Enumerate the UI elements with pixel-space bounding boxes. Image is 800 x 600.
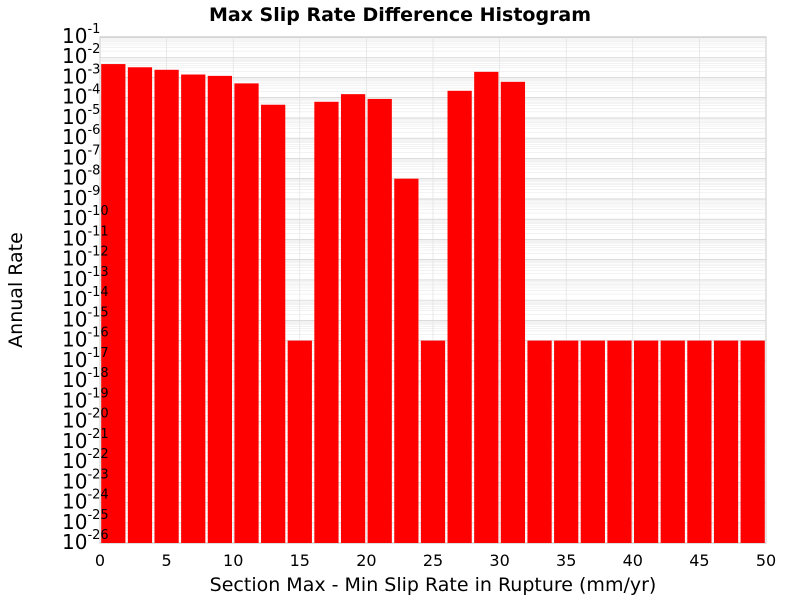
histogram-bar	[154, 69, 179, 544]
y-tick-label: 10-2	[62, 42, 100, 68]
chart-title: Max Slip Rate Difference Histogram	[209, 4, 591, 26]
y-tick-label: 10-23	[62, 467, 109, 493]
y-tick-label: 10-3	[62, 62, 100, 88]
histogram-bar	[181, 74, 206, 543]
histogram-bar	[340, 94, 366, 543]
histogram-bar	[314, 101, 339, 544]
y-tick-label: 10-6	[62, 123, 100, 149]
y-tick-label: 10-19	[62, 386, 109, 412]
histogram-bar	[687, 340, 712, 543]
bars-group	[101, 64, 765, 544]
y-tick-label: 10-21	[62, 427, 109, 453]
x-tick-label: 50	[756, 551, 776, 570]
histogram-bar	[287, 340, 312, 543]
x-tick-label: 35	[556, 551, 576, 570]
histogram-bar	[580, 340, 605, 543]
y-tick-label: 10-10	[62, 204, 109, 230]
x-tick-label: 30	[489, 551, 509, 570]
y-tick-label: 10-1	[62, 22, 100, 48]
y-tick-label: 10-17	[62, 346, 109, 372]
y-tick-label: 10-8	[62, 164, 100, 190]
histogram-bar	[527, 340, 552, 543]
histogram-bar	[420, 340, 446, 543]
y-tick-label: 10-25	[62, 508, 109, 534]
y-tick-label: 10-26	[62, 528, 109, 554]
histogram-bar	[660, 340, 685, 543]
x-tick-label: 45	[689, 551, 709, 570]
histogram-bar	[554, 340, 579, 543]
histogram-bar	[207, 75, 232, 543]
histogram-bar	[394, 178, 419, 543]
histogram-bar	[367, 98, 392, 544]
x-tick-label: 20	[356, 551, 376, 570]
x-tick-label: 0	[95, 551, 105, 570]
histogram-bar	[127, 67, 153, 543]
histogram-bar	[500, 81, 526, 543]
y-tick-label: 10-14	[62, 285, 109, 311]
x-axis-label: Section Max - Min Slip Rate in Rupture (…	[210, 574, 657, 596]
y-tick-label: 10-15	[62, 305, 109, 331]
histogram-bar	[740, 340, 765, 543]
histogram-bar	[234, 83, 259, 544]
x-tick-label: 40	[623, 551, 643, 570]
x-tick-label: 5	[162, 551, 172, 570]
y-tick-label: 10-18	[62, 366, 109, 392]
histogram-bar	[447, 90, 472, 543]
y-tick-label: 10-5	[62, 103, 100, 129]
y-tick-label: 10-12	[62, 245, 109, 271]
y-axis-label: Annual Rate	[5, 232, 27, 348]
x-tick-labels: 0 5 10 15 20 25 30 35 40 45 50	[95, 551, 776, 570]
histogram-bar	[607, 340, 632, 543]
y-tick-label: 10-24	[62, 488, 109, 514]
x-tick-label: 10	[223, 551, 243, 570]
y-tick-labels: 10-110-210-310-410-510-610-710-810-910-1…	[62, 22, 109, 554]
y-tick-label: 10-9	[62, 184, 100, 210]
x-tick-label: 25	[423, 551, 443, 570]
x-tick-label: 15	[290, 551, 310, 570]
y-tick-label: 10-22	[62, 447, 109, 473]
histogram-bar	[261, 104, 286, 543]
y-tick-label: 10-20	[62, 407, 109, 433]
histogram-bar	[474, 71, 499, 544]
y-tick-label: 10-13	[62, 265, 109, 291]
histogram-bar	[713, 340, 739, 543]
y-tick-label: 10-7	[62, 143, 100, 169]
y-tick-label: 10-4	[62, 83, 100, 109]
y-tick-label: 10-11	[62, 224, 109, 250]
histogram-bar	[101, 64, 126, 543]
y-tick-label: 10-16	[62, 326, 109, 352]
histogram-bar	[634, 340, 659, 543]
